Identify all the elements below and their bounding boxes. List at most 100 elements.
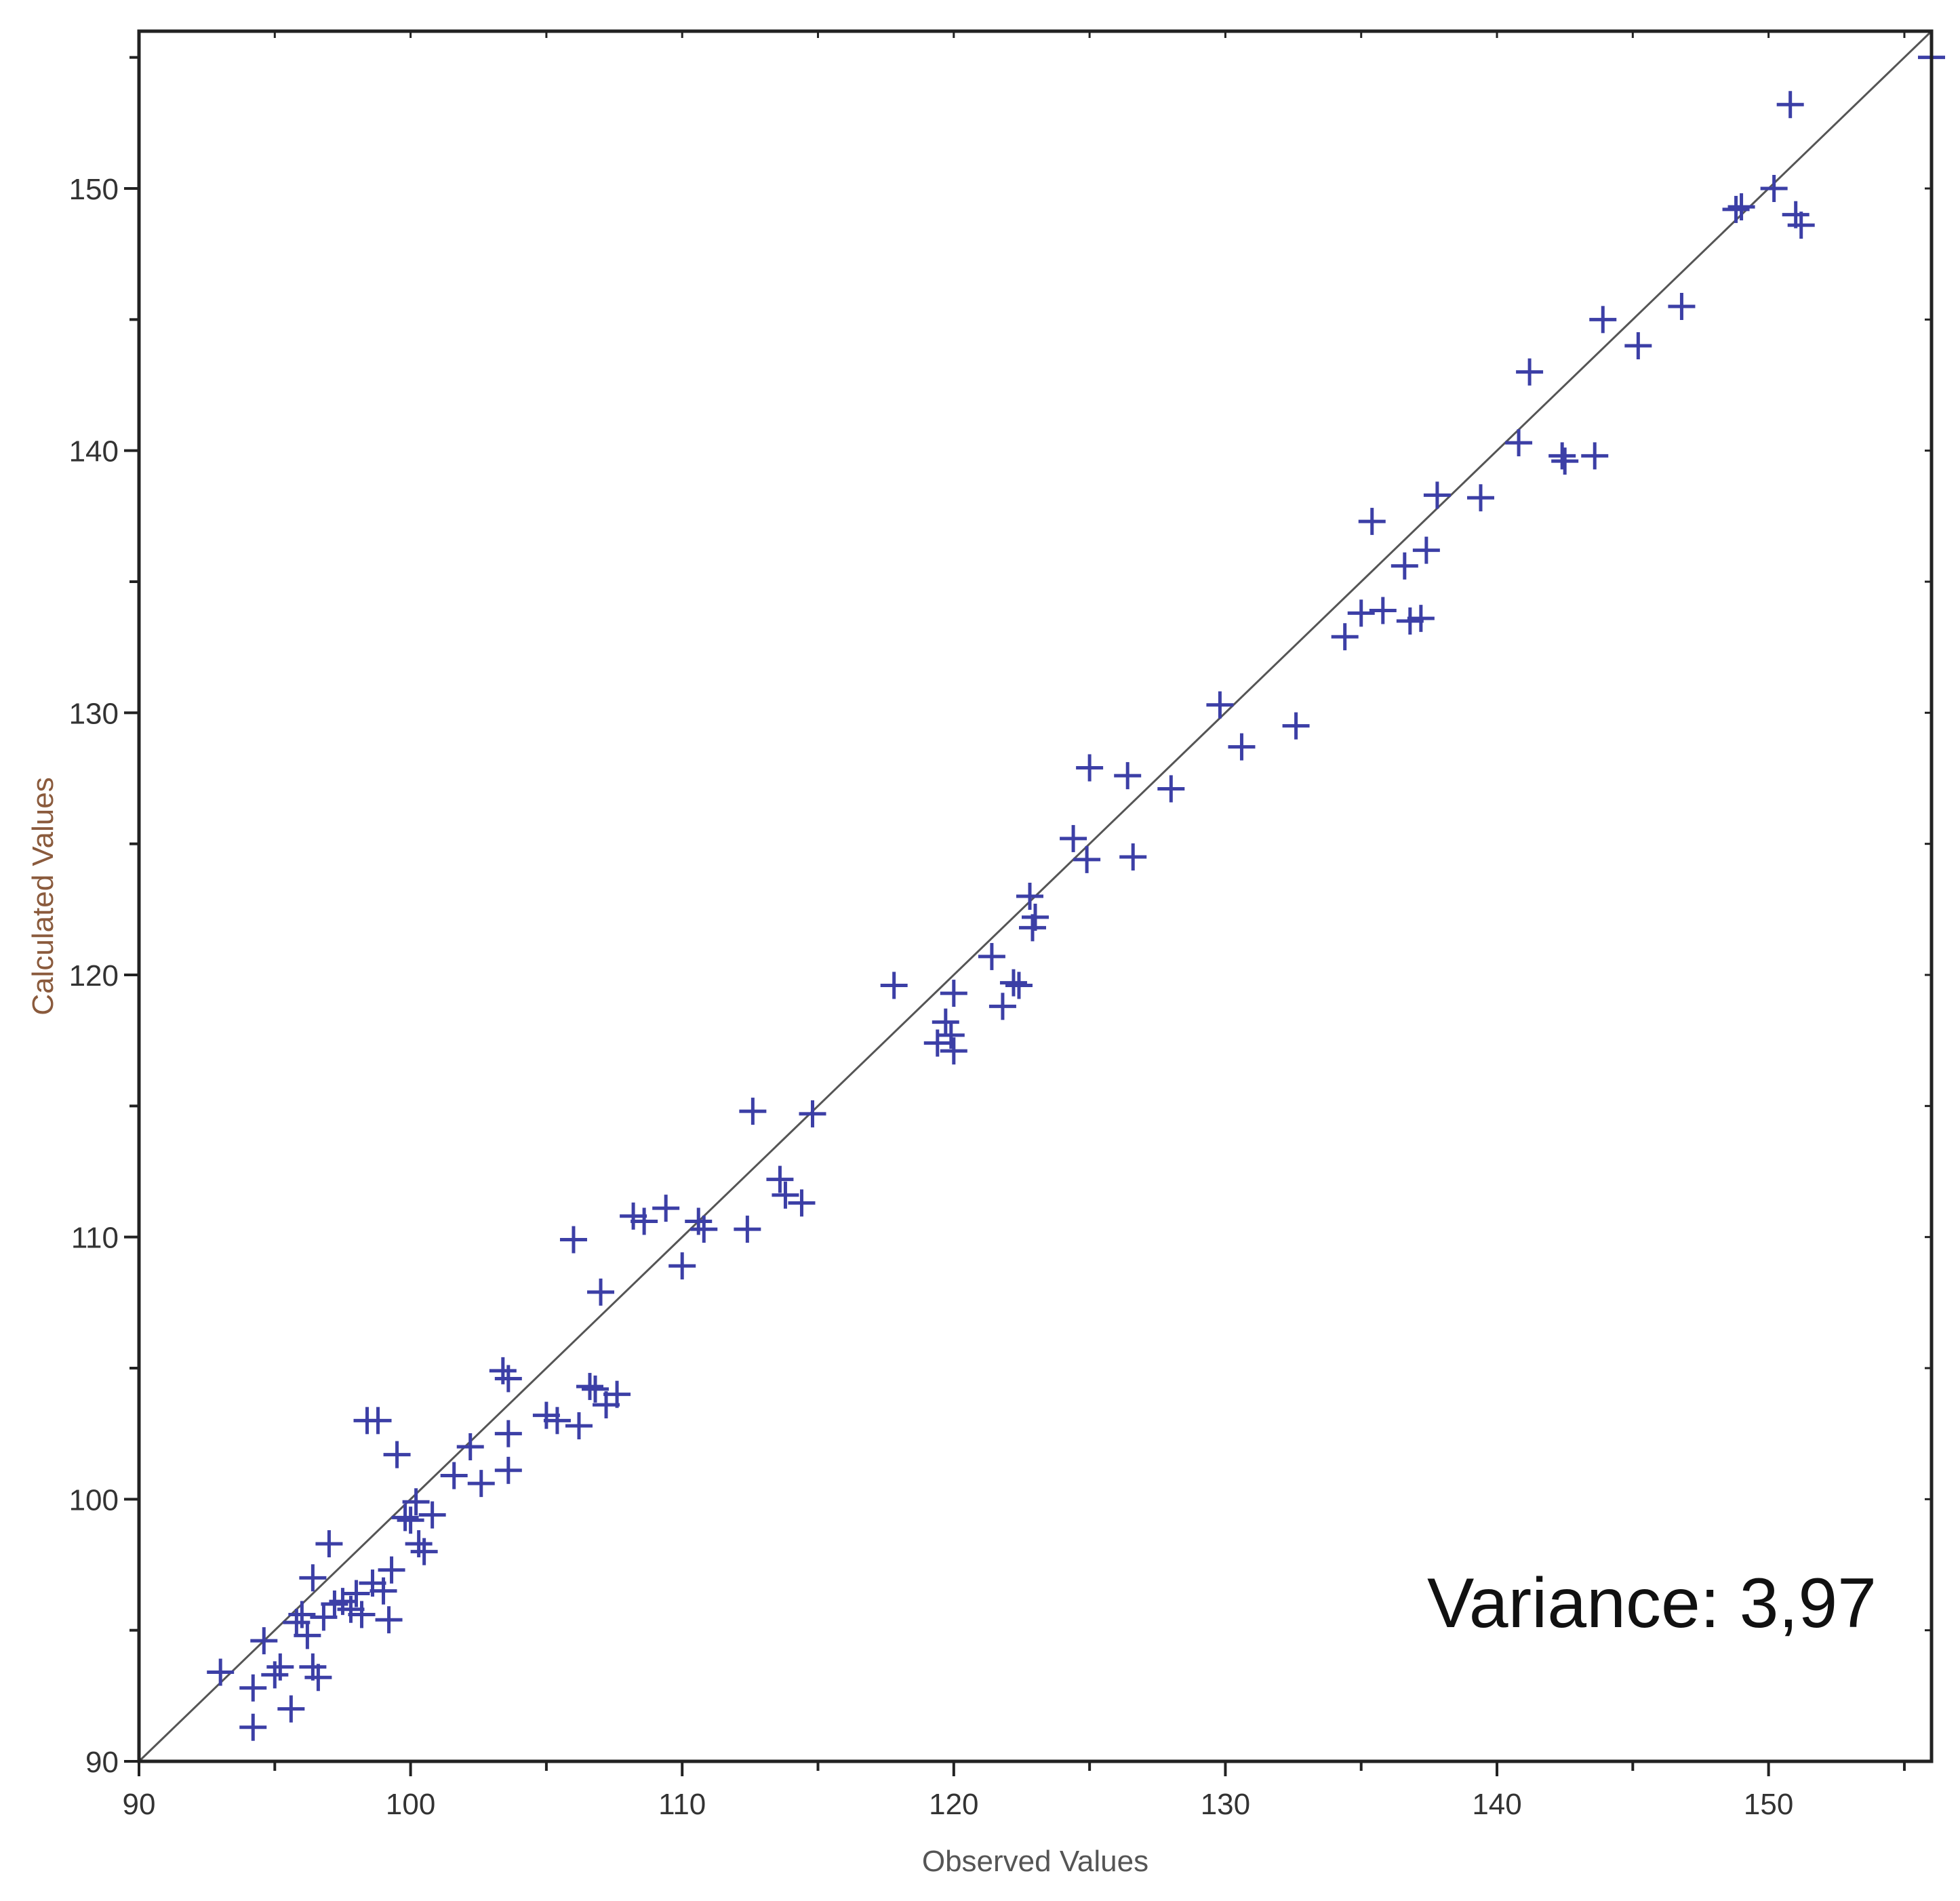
- data-point: [734, 1216, 761, 1243]
- data-point: [1589, 306, 1617, 334]
- data-point: [978, 942, 1005, 970]
- data-point: [1466, 484, 1494, 512]
- data-point: [494, 1456, 522, 1484]
- data-point: [1358, 508, 1386, 536]
- data-point: [668, 1252, 696, 1280]
- data-point: [620, 1202, 647, 1230]
- data-point: [1016, 883, 1043, 910]
- data-point: [932, 1008, 959, 1036]
- y-tick-label: 90: [85, 1746, 119, 1779]
- data-point: [1722, 195, 1750, 223]
- data-point: [739, 1098, 767, 1125]
- data-point: [1548, 442, 1576, 470]
- data-point: [788, 1189, 816, 1217]
- data-point: [940, 1037, 967, 1065]
- data-point: [1005, 972, 1033, 999]
- data-point: [304, 1664, 332, 1692]
- data-point: [543, 1407, 571, 1435]
- data-point: [207, 1658, 235, 1686]
- data-point: [1060, 824, 1087, 852]
- data-point: [1282, 712, 1310, 740]
- data-point: [880, 972, 908, 999]
- tick-labels: 90 100 110 120 130 140 150 90 100 110 120 130 140 150: [69, 173, 1794, 1821]
- data-point: [532, 1401, 560, 1429]
- data-point: [1551, 447, 1579, 475]
- data-point: [250, 1627, 278, 1655]
- data-point: [1347, 599, 1375, 627]
- x-tick-label: 90: [123, 1788, 156, 1821]
- data-point: [1423, 481, 1451, 509]
- data-point: [1727, 193, 1755, 221]
- x-tick-label: 100: [386, 1788, 435, 1821]
- data-point: [456, 1433, 484, 1460]
- data-point: [239, 1713, 267, 1741]
- data-point: [277, 1695, 305, 1723]
- data-points: [207, 43, 1945, 1741]
- data-point: [603, 1380, 631, 1408]
- data-point: [1407, 605, 1435, 633]
- data-point: [582, 1375, 609, 1403]
- data-point: [576, 1373, 604, 1401]
- data-point: [1668, 293, 1696, 320]
- data-point: [940, 980, 967, 1007]
- data-point: [937, 1021, 965, 1049]
- data-point: [799, 1100, 826, 1127]
- data-point: [342, 1580, 370, 1607]
- data-point: [1022, 903, 1049, 931]
- data-point: [266, 1653, 294, 1681]
- data-point: [1228, 733, 1256, 761]
- y-axis-title: Calculated Values: [26, 777, 60, 1015]
- data-point: [294, 1622, 321, 1649]
- data-point: [378, 1556, 405, 1584]
- data-point: [239, 1674, 267, 1702]
- y-tick-label: 130: [69, 697, 119, 730]
- y-tick-label: 110: [71, 1222, 119, 1255]
- data-point: [559, 1226, 587, 1254]
- data-point: [383, 1441, 411, 1468]
- data-point: [766, 1165, 794, 1193]
- y-tick-label: 150: [69, 173, 119, 206]
- data-point: [988, 993, 1016, 1020]
- x-tick-label: 120: [929, 1788, 978, 1821]
- data-point: [999, 969, 1027, 997]
- data-point: [1787, 212, 1815, 239]
- data-point: [369, 1577, 397, 1605]
- data-point: [1369, 597, 1397, 624]
- data-point: [1076, 754, 1104, 782]
- data-point: [1114, 762, 1142, 790]
- data-point: [565, 1412, 593, 1440]
- data-point: [652, 1195, 680, 1222]
- x-axis-title: Observed Values: [922, 1845, 1148, 1878]
- data-point: [299, 1564, 327, 1592]
- data-point: [391, 1504, 419, 1532]
- data-point: [923, 1029, 951, 1057]
- variance-annotation: Variance: 3,97: [1427, 1564, 1877, 1643]
- data-point: [315, 1530, 343, 1558]
- data-point: [1624, 332, 1652, 359]
- data-point: [288, 1601, 316, 1628]
- data-point: [1119, 843, 1147, 871]
- data-point: [587, 1278, 615, 1306]
- plot-frame: [137, 29, 1934, 1763]
- data-point: [772, 1181, 799, 1209]
- data-point: [1073, 845, 1101, 873]
- x-tick-label: 110: [658, 1788, 706, 1821]
- data-point: [494, 1420, 522, 1447]
- data-point: [1391, 552, 1418, 580]
- data-point: [1505, 429, 1533, 457]
- y-tick-label: 140: [69, 435, 119, 468]
- data-point: [1516, 358, 1544, 386]
- y-tick-label: 100: [69, 1483, 119, 1517]
- data-point: [440, 1462, 468, 1489]
- x-tick-label: 130: [1201, 1788, 1250, 1821]
- data-point: [375, 1606, 403, 1634]
- data-point: [410, 1538, 438, 1565]
- x-tick-label: 140: [1472, 1788, 1521, 1821]
- data-point: [1760, 175, 1788, 202]
- data-point: [690, 1216, 718, 1243]
- data-point: [402, 1488, 430, 1516]
- data-point: [467, 1470, 495, 1498]
- x-tick-label: 150: [1744, 1788, 1793, 1821]
- data-point: [397, 1506, 424, 1534]
